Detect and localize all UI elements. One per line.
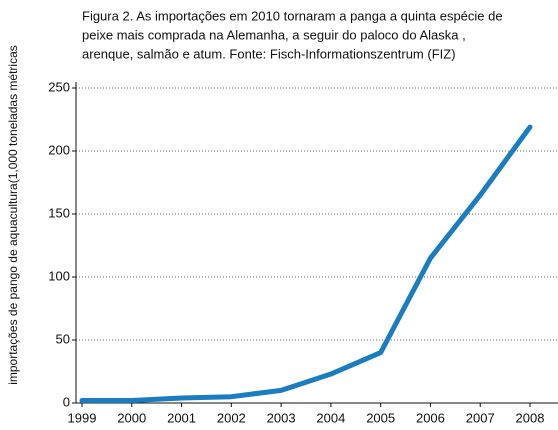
x-tick-label: 1999: [68, 410, 97, 425]
y-tick-label: 0: [63, 394, 70, 409]
x-tick-label: 2007: [466, 410, 495, 425]
y-tick-label: 250: [48, 79, 70, 94]
y-tick-label: 50: [56, 331, 70, 346]
chart-title: peixe mais comprada na Alemanha, a segui…: [82, 27, 466, 42]
chart-title: arenque, salmão e atum. Fonte: Fisch-Inf…: [82, 46, 456, 61]
x-tick-label: 2000: [117, 410, 146, 425]
x-tick-label: 2004: [316, 410, 345, 425]
x-tick-label: 2001: [167, 410, 196, 425]
data-line: [79, 124, 533, 403]
y-tick-label: 150: [48, 205, 70, 220]
y-axis-label: importações de pango de aquacultura(1,00…: [6, 45, 20, 385]
x-tick-label: 2003: [267, 410, 296, 425]
y-tick-label: 100: [48, 268, 70, 283]
x-tick-label: 2006: [416, 410, 445, 425]
x-tick-label: 2002: [217, 410, 246, 425]
chart-title: Figura 2. As importações em 2010 tornara…: [82, 8, 503, 23]
y-tick-label: 200: [48, 142, 70, 157]
x-tick-label: 2008: [516, 410, 545, 425]
x-tick-label: 2005: [366, 410, 395, 425]
